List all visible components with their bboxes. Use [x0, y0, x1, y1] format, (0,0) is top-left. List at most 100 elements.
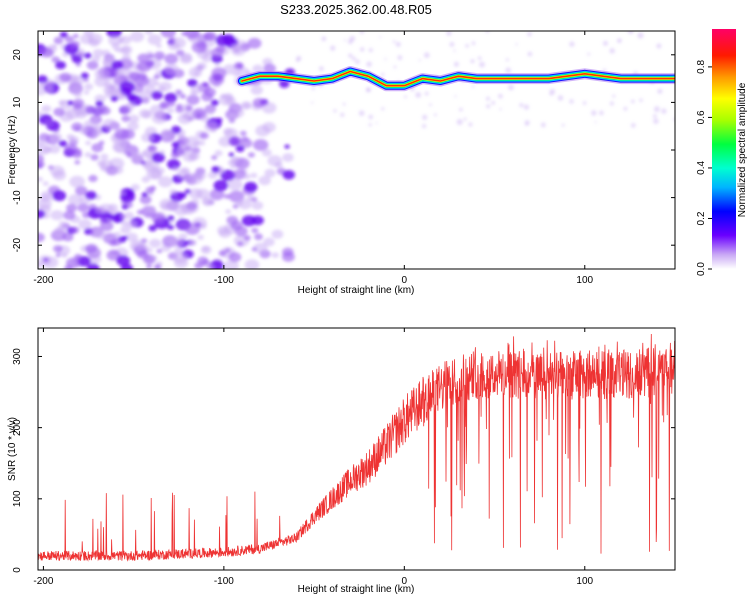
noise-blob [51, 56, 60, 63]
noise-blob [177, 133, 185, 139]
noise-blob [158, 176, 173, 188]
speckle [348, 39, 353, 45]
noise-blob [113, 231, 121, 238]
noise-blob [254, 233, 263, 241]
noise-blob [75, 62, 82, 67]
speckle [479, 61, 485, 68]
speckle [429, 103, 432, 106]
y-tick-label: 100 [12, 490, 23, 507]
noise-blob [146, 264, 153, 269]
noise-blob [228, 152, 235, 157]
noise-blob [193, 71, 200, 76]
noise-blob [66, 134, 75, 140]
noise-blob [204, 121, 218, 132]
colorbar-tick-label: 0.0 [696, 262, 707, 276]
speckle [342, 102, 346, 106]
noise-blob [104, 91, 115, 99]
noise-blob [106, 31, 122, 38]
speckle [422, 114, 428, 120]
noise-blob [99, 218, 106, 224]
speckle [360, 47, 365, 52]
noise-blob [39, 82, 47, 87]
noise-blob [233, 62, 244, 70]
noise-blob [156, 248, 163, 254]
speckle [456, 119, 463, 125]
noise-blob [241, 215, 257, 227]
noise-blob [161, 202, 171, 210]
noise-blob [148, 145, 155, 151]
speckle [540, 122, 546, 128]
noise-blob [199, 132, 209, 140]
noise-blob [145, 186, 155, 194]
noise-blob [223, 64, 237, 75]
noise-blob [53, 245, 63, 253]
noise-blob [92, 48, 104, 58]
speckle [657, 88, 663, 94]
noise-blob [38, 209, 45, 219]
noise-blob [215, 45, 226, 53]
noise-blob [45, 86, 54, 93]
noise-blob [38, 75, 48, 84]
speckle [454, 95, 457, 98]
noise-blob [139, 109, 151, 118]
noise-blob [116, 255, 131, 266]
speckle [631, 123, 636, 128]
noise-blob [197, 234, 204, 240]
noise-blob [140, 238, 148, 244]
noise-blob [153, 264, 162, 269]
noise-blob [59, 31, 68, 38]
snr-series [38, 333, 675, 562]
speckle [404, 95, 407, 99]
speckle [340, 112, 345, 117]
snr-ticks: -200 -100 0 100 0 100 200 300 [12, 328, 675, 587]
noise-blob [261, 102, 277, 114]
speckle [296, 55, 302, 61]
noise-blob [130, 184, 140, 191]
noise-blob [201, 54, 212, 63]
noise-blob [200, 245, 212, 255]
noise-blob [188, 188, 203, 199]
noise-blob [108, 35, 122, 46]
noise-blob [38, 176, 43, 182]
y-tick-label: 0 [12, 147, 23, 153]
speckle [557, 95, 564, 101]
noise-blob [181, 113, 190, 120]
noise-blob [62, 232, 74, 242]
speckle [609, 101, 614, 106]
speckle [355, 59, 360, 65]
noise-blob [121, 188, 135, 199]
noise-blob [175, 89, 183, 95]
noise-blob [141, 160, 153, 169]
noise-blob [150, 90, 163, 100]
noise-blob [141, 132, 154, 143]
speckle [392, 40, 396, 43]
noise-blob [230, 220, 243, 231]
noise-blob [80, 72, 89, 79]
noise-blob [228, 252, 242, 263]
noise-blob [71, 55, 83, 64]
noise-blob [247, 152, 255, 158]
noise-blob [224, 248, 231, 253]
signal-ridge [236, 66, 675, 92]
noise-blob [136, 249, 149, 259]
noise-blob [228, 190, 245, 203]
speckle [508, 84, 514, 91]
noise-blob [231, 107, 245, 118]
noise-blob [72, 33, 79, 39]
noise-blob [189, 240, 197, 246]
noise-blob [78, 127, 88, 134]
speckle [379, 36, 382, 39]
noise-blob [154, 51, 165, 60]
noise-blob [167, 41, 180, 51]
x-tick-label: 0 [402, 275, 408, 286]
noise-blob [126, 220, 137, 229]
figure-title: S233.2025.362.00.48.R05 [280, 2, 432, 17]
spectrogram-ylabel: Frequency (Hz) [7, 116, 18, 185]
noise-blob [59, 72, 72, 82]
y-tick-label: -10 [12, 190, 23, 205]
noise-blob [209, 188, 225, 201]
noise-blob [206, 108, 215, 115]
noise-blob [83, 78, 89, 82]
noise-blob [77, 203, 89, 213]
